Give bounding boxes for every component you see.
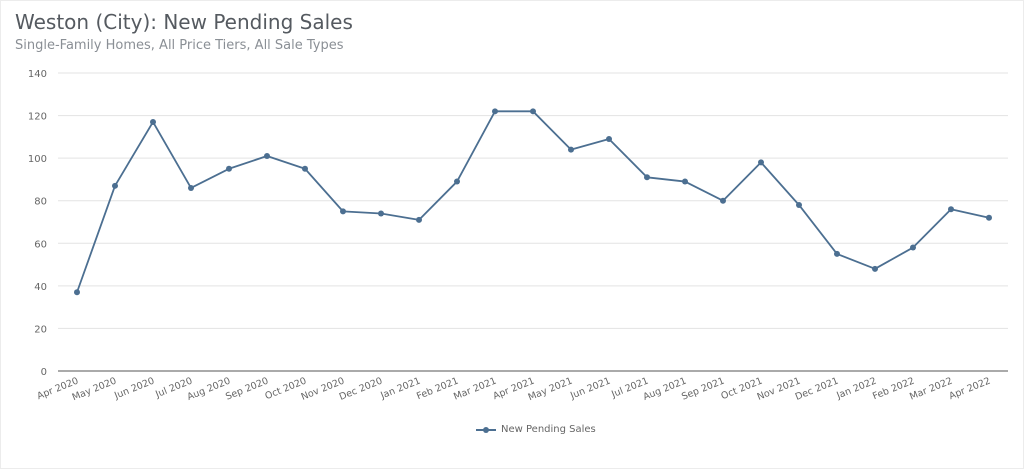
x-tick-label: Aug 2021 [642,376,689,403]
data-point[interactable] [796,201,802,208]
legend-label: New Pending Sales [501,424,596,435]
chart-subtitle: Single-Family Homes, All Price Tiers, Al… [15,38,344,53]
x-tick-label: May 2021 [527,376,575,404]
x-tick-label: Jan 2021 [378,376,422,402]
y-tick-label: 60 [34,239,47,250]
series-line [76,110,990,293]
x-tick-label: May 2020 [71,376,119,404]
data-point[interactable] [872,265,878,272]
data-point[interactable] [606,135,612,142]
x-tick-label: Apr 2022 [948,376,993,403]
data-point[interactable] [74,289,80,296]
x-tick-label: Feb 2021 [415,376,460,403]
data-point[interactable] [682,178,688,185]
legend[interactable]: New Pending Sales [476,424,596,435]
data-point[interactable] [454,178,460,185]
y-tick-label: 120 [28,112,47,123]
x-tick-label: Feb 2022 [871,376,916,403]
x-tick-label: Jun 2020 [112,376,156,402]
y-axis: 0 20 40 60 80 100 120 140 [28,69,47,378]
x-tick-label: Jun 2021 [568,376,612,402]
data-point[interactable] [416,216,422,223]
data-point[interactable] [568,146,574,153]
series-new-pending-sales [74,108,992,296]
data-point[interactable] [112,182,118,189]
chart-title: Weston (City): New Pending Sales [15,10,353,34]
x-tick-label: Dec 2021 [794,376,840,403]
x-tick-label: Mar 2022 [908,376,954,403]
x-tick-label: Mar 2021 [452,376,498,403]
data-point[interactable] [834,250,840,257]
x-tick-label: Aug 2020 [186,376,233,403]
data-point[interactable] [948,206,954,213]
x-tick-label: Sep 2020 [224,376,270,403]
y-tick-label: 80 [34,197,47,208]
data-point[interactable] [986,214,992,221]
x-tick-label: Sep 2021 [680,376,726,403]
data-point[interactable] [188,184,194,191]
data-point[interactable] [720,197,726,204]
y-tick-label: 40 [34,282,47,293]
x-tick-label: Jan 2022 [834,376,878,402]
y-tick-label: 100 [28,154,47,165]
data-point[interactable] [302,165,308,172]
data-point[interactable] [492,108,498,115]
data-point[interactable] [530,108,536,115]
data-point[interactable] [150,118,156,125]
data-point[interactable] [758,159,764,166]
data-point[interactable] [910,244,916,251]
legend-line-marker-icon [476,426,496,433]
x-tick-label: Nov 2020 [300,376,347,403]
gridlines [58,72,1008,329]
y-tick-label: 20 [34,324,47,335]
data-point[interactable] [264,153,270,160]
x-tick-label: Nov 2021 [756,376,803,403]
y-tick-label: 0 [41,367,47,378]
x-tick-label: Dec 2020 [338,376,384,403]
data-point[interactable] [226,165,232,172]
data-point[interactable] [378,210,384,217]
y-tick-label: 140 [28,69,47,80]
data-point[interactable] [644,174,650,181]
data-point[interactable] [340,208,346,215]
